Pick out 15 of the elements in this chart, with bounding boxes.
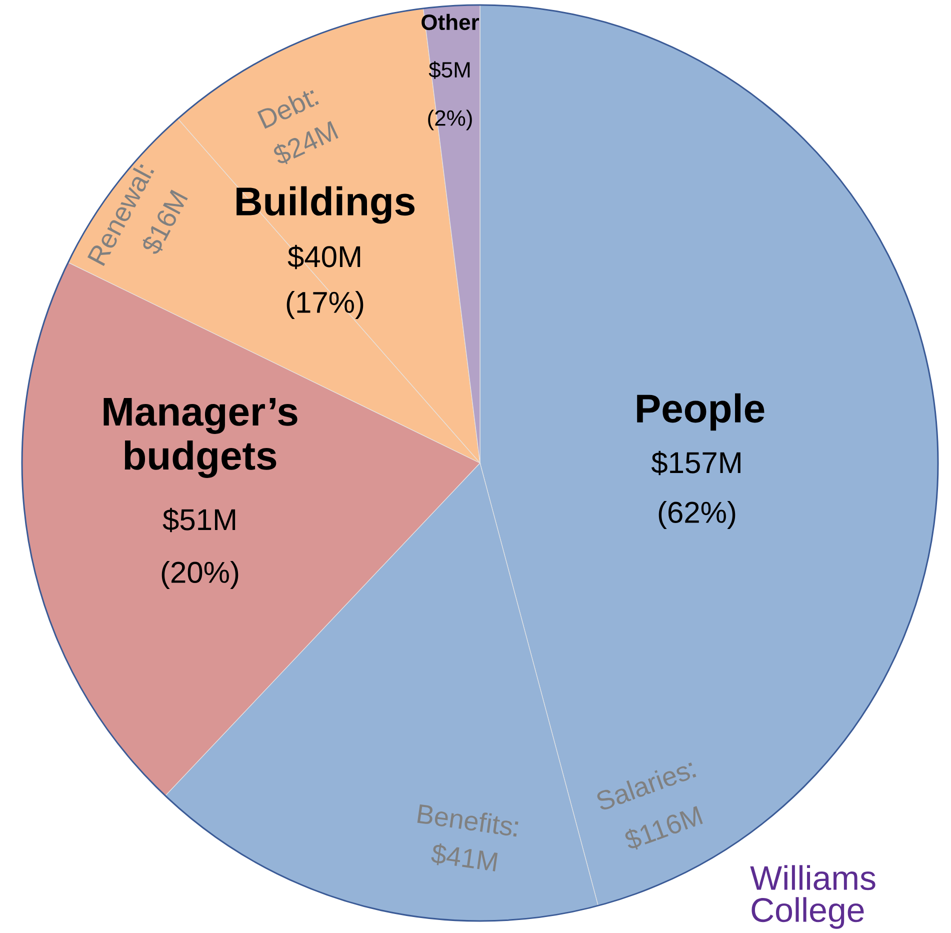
- text: People: [637, 393, 764, 431]
- text: $40M: [288, 244, 360, 270]
- text: (20%): [162, 561, 238, 589]
- text: Buildings: [236, 186, 415, 224]
- slice-label: Benefits: [417, 804, 512, 836]
- data-label: $5M: [428, 61, 470, 79]
- slice-label: Manager’s budgets: [104, 398, 298, 478]
- slice-label: Other: [422, 14, 480, 30]
- text: (2%): [428, 110, 472, 130]
- text: (17%): [286, 291, 364, 319]
- data-label: $51M: [162, 508, 236, 532]
- text: (62%): [658, 501, 736, 529]
- data-label: $41M: [431, 843, 498, 872]
- text: $157M: [651, 450, 740, 476]
- text: Williams College: [750, 865, 876, 929]
